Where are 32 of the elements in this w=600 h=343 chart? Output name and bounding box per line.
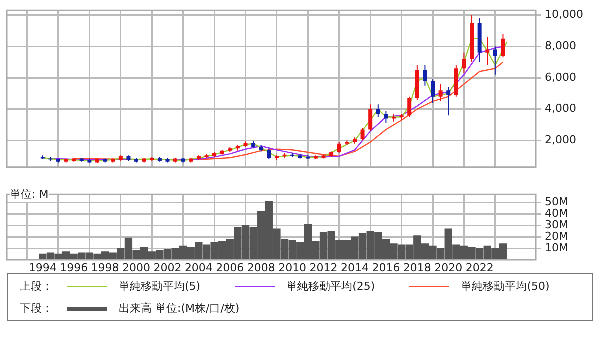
x-tick-label: 2016 (372, 261, 400, 274)
x-tick-label: 2002 (154, 261, 182, 274)
y-tick-label: 20M (545, 230, 568, 243)
y-tick-label: 50M (545, 195, 568, 208)
legend-title: 上段： (20, 279, 53, 294)
y-tick-label: 10,000 (545, 8, 584, 22)
x-tick-label: 2014 (340, 261, 369, 274)
x-tick-label: 1998 (91, 261, 120, 274)
y-tick-label: 6,000 (545, 70, 576, 84)
y-tick-label: 30M (545, 218, 568, 232)
y-tick-label: 40M (545, 206, 568, 220)
x-tick-label: 1994 (28, 261, 57, 274)
x-tick-label: 2010 (278, 261, 307, 274)
x-tick-label: 2018 (403, 261, 432, 274)
y-tick-label: 8,000 (545, 40, 576, 53)
x-tick-label: 2000 (122, 261, 151, 274)
legend-label: 出来高 単位:(M株/口/枚) (119, 301, 240, 316)
y-axis-title: 単位: M (10, 187, 49, 202)
legend-label: 単純移動平均(50) (461, 279, 550, 294)
legend-label: 単純移動平均(25) (286, 279, 376, 294)
x-tick-label: 2006 (216, 261, 244, 274)
legend-title: 下段： (20, 301, 53, 316)
x-tick-label: 1996 (60, 261, 88, 274)
y-tick-label: 4,000 (545, 102, 576, 116)
x-tick-label: 2004 (184, 261, 213, 274)
y-tick-label: 2,000 (545, 134, 576, 147)
legend-label: 単純移動平均(5) (119, 279, 201, 294)
y-tick-label: 10M (545, 241, 568, 254)
x-tick-label: 2008 (247, 261, 276, 274)
x-tick-label: 2012 (310, 261, 338, 274)
x-tick-label: 2022 (466, 261, 494, 274)
x-tick-label: 2020 (434, 261, 463, 274)
